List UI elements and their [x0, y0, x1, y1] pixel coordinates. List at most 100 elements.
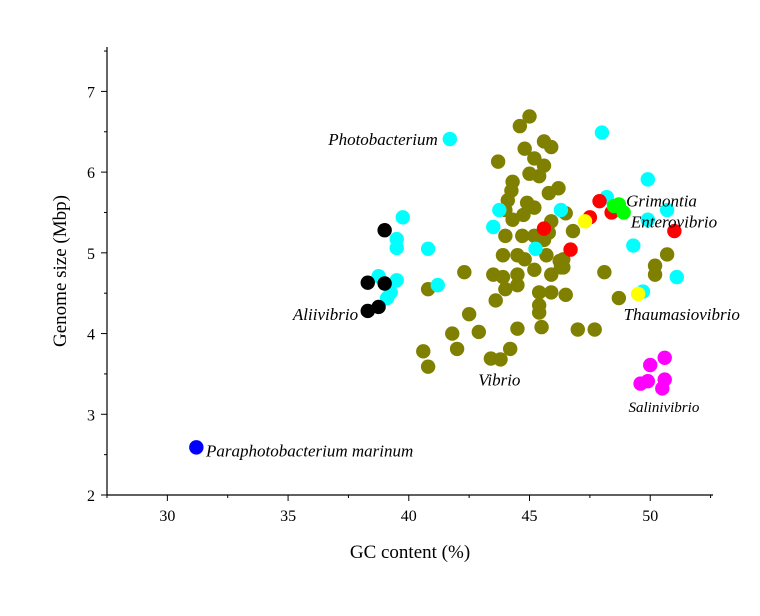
data-point [565, 223, 581, 239]
data-point [510, 277, 525, 293]
data-points [189, 109, 684, 455]
data-point [486, 219, 501, 235]
data-point [659, 247, 675, 262]
data-point [657, 350, 672, 365]
data-point [563, 242, 578, 257]
data-point [495, 248, 511, 263]
data-point [420, 241, 436, 257]
annotation-label: Salinivibrio [628, 400, 699, 416]
series-salinivibrio [633, 350, 672, 396]
data-point [416, 344, 431, 359]
annotation-label: Vibrio [478, 371, 520, 390]
data-point [371, 299, 386, 315]
data-point [516, 207, 531, 223]
data-point [488, 293, 503, 308]
data-point [640, 373, 656, 389]
data-point [539, 248, 554, 263]
data-point [457, 265, 472, 280]
data-point [570, 322, 585, 337]
data-point [492, 202, 507, 218]
data-point [510, 321, 525, 336]
x-axis-label: GC content (%) [350, 542, 470, 563]
data-point [515, 228, 530, 244]
x-tick-label: 30 [159, 508, 175, 525]
y-tick-label: 5 [87, 246, 95, 263]
data-point [512, 118, 528, 134]
data-point [534, 319, 549, 335]
data-point [490, 154, 506, 169]
data-point [517, 141, 532, 156]
annotation-label: Paraphotobacterium marinum [205, 442, 413, 461]
data-point [389, 273, 404, 288]
data-point [498, 228, 513, 244]
data-point [420, 359, 436, 374]
data-point [377, 223, 392, 238]
data-point [655, 381, 670, 396]
data-point [528, 241, 543, 257]
data-point [630, 286, 646, 302]
data-point [531, 168, 547, 184]
data-point [558, 287, 573, 303]
x-tick-label: 45 [522, 508, 538, 525]
data-point [377, 276, 392, 291]
data-point [498, 281, 513, 297]
data-point [667, 223, 682, 239]
data-point [389, 240, 404, 256]
data-point [659, 202, 675, 218]
series-aliivibrio [360, 223, 392, 319]
data-point [445, 326, 460, 341]
data-point [647, 267, 663, 282]
data-point [640, 172, 656, 187]
data-point [517, 252, 532, 267]
data-point [541, 185, 557, 201]
data-point [611, 290, 627, 306]
data-point [592, 193, 607, 209]
y-axis-label: Genome size (Mbp) [50, 195, 71, 347]
series-thaumasiovibrio [577, 214, 646, 302]
data-point [430, 277, 445, 293]
data-point [640, 212, 656, 227]
x-tick-label: 50 [642, 508, 658, 525]
data-point [669, 269, 684, 285]
y-tick-label: 2 [87, 488, 95, 505]
data-point [360, 303, 375, 319]
data-point [544, 139, 559, 155]
data-point [626, 238, 641, 253]
data-point [527, 262, 542, 277]
series-grimontia [606, 197, 631, 220]
annotation-label: Enterovibrio [630, 212, 717, 231]
data-point [495, 269, 511, 285]
data-point [594, 125, 610, 140]
data-point [536, 221, 552, 236]
data-point [502, 341, 518, 357]
data-point [360, 275, 375, 290]
data-point [505, 212, 520, 227]
data-point [587, 322, 602, 337]
data-point [395, 210, 410, 225]
y-tick-label: 7 [87, 84, 95, 101]
y-tick-label: 4 [87, 327, 95, 344]
data-point [553, 202, 569, 218]
annotations: Photobacterium Grimontia Enterovibrio Aliiv… [205, 130, 740, 461]
data-point [522, 109, 537, 124]
data-point [544, 285, 559, 300]
data-point [461, 306, 477, 322]
annotation-label: Grimontia [626, 191, 697, 210]
data-point [527, 200, 542, 215]
data-point [471, 324, 487, 340]
y-tick-label: 3 [87, 407, 95, 424]
data-point [643, 357, 658, 373]
series-photobacterium [371, 125, 684, 306]
data-point [189, 440, 204, 455]
data-point [577, 214, 593, 229]
x-tick-label: 35 [280, 508, 296, 525]
data-point [616, 205, 631, 220]
y-tick-label: 6 [87, 165, 95, 182]
annotation-label: Photobacterium [327, 130, 438, 149]
data-point [510, 267, 525, 282]
x-tick-label: 40 [401, 508, 417, 525]
annotation-label: Thaumasiovibrio [624, 305, 740, 324]
annotation-label: Aliivibrio [292, 305, 358, 324]
